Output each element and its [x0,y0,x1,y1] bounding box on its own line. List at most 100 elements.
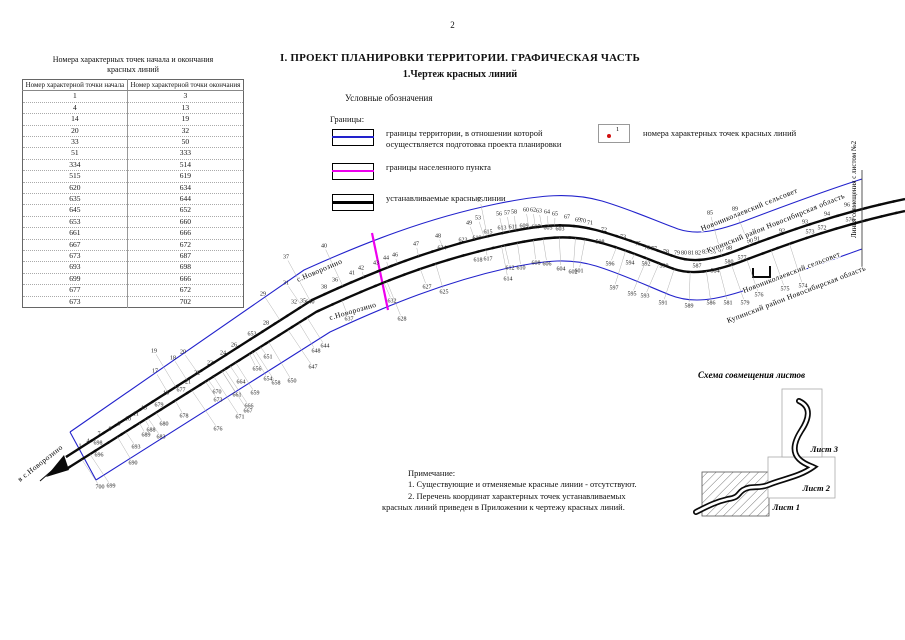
point-number: 32 [291,299,297,305]
leader-line [579,239,586,268]
point-number: 580 [725,259,734,265]
point-number: 699 [107,483,116,489]
leader-line [470,226,475,240]
table-cell: 333 [126,147,244,160]
leader-line [646,263,660,293]
table-cell: 687 [126,250,244,262]
point-number: 48 [435,233,441,239]
table-row: 14 19 [22,113,244,126]
point-number: 664 [237,379,246,385]
point-number: 574 [799,283,808,289]
point-number: 656 [253,366,262,372]
point-number: 81 [688,250,694,256]
table-row: 515 619 [22,170,244,183]
point-number: 80 [681,250,687,256]
point-number: 78 [663,249,669,255]
point-number: 606 [543,261,552,267]
leader-line [573,237,576,269]
table-row: 51 333 [22,147,244,160]
leader-line [361,271,364,278]
sheet-scheme: Схема совмещения листов Лист 3 Лист 2 Ли… [693,370,839,517]
note-block: Примечание: 1. Существующие и отменяемые… [382,468,682,514]
leader-line [224,369,247,403]
leader-line [235,362,254,390]
point-number: 42 [358,265,364,271]
leader-line [504,245,510,265]
leader-line [144,419,150,427]
point-number: 650 [288,378,297,384]
point-number: 676 [214,426,223,432]
point-number: 618 [474,257,483,263]
point-number: 65 [552,211,558,217]
point-number: 693 [132,444,141,450]
point-number: 96 [844,202,850,208]
point-number: 647 [309,364,318,370]
point-number: 593 [641,293,650,299]
point-number: 573 [806,229,815,235]
table-cell: 667 [22,238,128,251]
note-line: 1. Существующие и отменяемые красные лин… [408,479,637,490]
point-number: 689 [142,432,151,438]
leader-line [514,215,517,231]
point-number: 24 [220,350,226,356]
point-number: 17 [152,368,158,374]
point-number: 11 [133,411,139,417]
point-number: 1 [79,443,82,449]
point-number: 64 [544,209,550,215]
leader-line [117,436,132,460]
leader-line [174,361,187,381]
leader-line [736,212,750,246]
point-number: 90 [747,238,753,244]
point-number: 603 [556,226,565,232]
leader-line [287,260,311,302]
point-number: 594 [626,260,635,266]
point-number: 628 [398,316,407,322]
leader-line [439,239,444,249]
red-lines [39,197,905,482]
sheet-2-label: Лист 2 [802,483,831,493]
table-row: 645 652 [22,204,244,217]
leader-line [688,271,691,303]
table-row: 673 687 [22,250,244,262]
points-table: Номер характерной точки начала Номер хар… [22,79,244,309]
point-number: 659 [251,390,260,396]
leader-line [251,352,267,376]
leader-line [789,243,802,283]
leader-line [479,221,485,238]
leader-line [539,214,542,227]
point-number: 23 [207,360,213,366]
table-row: 4 13 [22,101,244,114]
leader-line [260,346,266,354]
leader-line [611,247,617,261]
point-number: 46 [392,252,398,258]
point-number: 673 [214,397,223,403]
legend-item-label: границы территории, в отношении которой … [386,128,562,149]
legend-item-point-numbers: 1 номера характерных точек красных линий [598,124,878,143]
table-cell: 666 [126,272,244,285]
point-number: 609 [520,223,529,229]
leader-line [416,247,419,257]
point-number: 640 [306,299,315,305]
point-number: 62 [530,207,536,213]
scheme-road-fill [694,399,816,514]
territory-boundary-lines [69,178,863,481]
red-point-icon [607,134,611,138]
point-number: 592 [642,261,651,267]
point-number: 72 [601,227,607,233]
point-number: 680 [160,421,169,427]
point-number: 671 [236,414,245,420]
point-number: 644 [321,343,330,349]
point-number: 55 [477,197,483,203]
leader-line [614,250,626,285]
point-number: 688 [147,427,156,433]
points-table-container: Номера характерных точек начала и оконча… [22,55,244,309]
point-number: 47 [413,241,419,247]
leader-line [174,400,183,413]
leader-line [633,258,648,291]
table-row: 635 644 [22,193,244,205]
table-cell: 635 [22,193,128,205]
table-cell: 50 [126,135,244,148]
table-cell: 3 [126,90,244,103]
